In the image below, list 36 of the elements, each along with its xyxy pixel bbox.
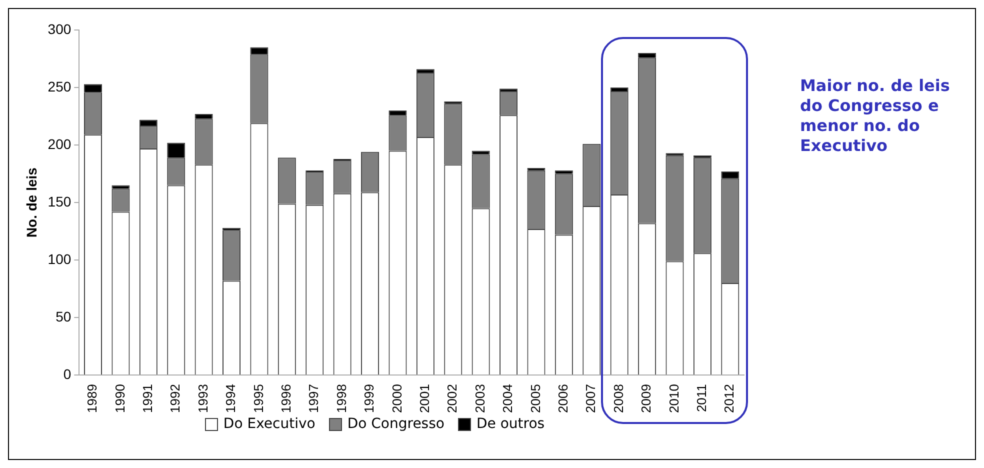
x-tick-label: 2007 xyxy=(583,384,598,413)
y-axis-title: No. de leis xyxy=(23,167,40,238)
x-tick-label: 1996 xyxy=(278,384,294,413)
x-tick-label: 2005 xyxy=(528,384,543,413)
x-tick-label: 1990 xyxy=(112,384,128,413)
x-tick-label: 2001 xyxy=(417,384,432,413)
x-tick-label: 1995 xyxy=(250,384,266,413)
y-tick-label: 300 xyxy=(48,20,72,37)
x-tick-label: 2000 xyxy=(389,384,404,413)
x-tick-label: 2012 xyxy=(722,384,737,413)
y-tick-label: 100 xyxy=(48,250,72,267)
legend-label: Do Congresso xyxy=(347,416,444,432)
x-tick-label: 2008 xyxy=(610,384,626,413)
x-tick-label: 1998 xyxy=(334,384,349,413)
x-tick-label: 1997 xyxy=(306,384,322,413)
x-tick-label: 1993 xyxy=(195,384,210,413)
x-tick-label: 1999 xyxy=(362,384,377,413)
x-tick-label: 2010 xyxy=(666,384,682,413)
x-tick-label: 1992 xyxy=(168,384,183,413)
x-tick-label: 2009 xyxy=(638,384,654,413)
x-tick-label: 2003 xyxy=(472,384,488,413)
x-tick-label: 2011 xyxy=(694,384,710,412)
y-tick-label: 200 xyxy=(48,136,72,152)
legend-label: De outros xyxy=(476,416,545,432)
text: Maior no. de leis do Congresso e menor no. do Executivo xyxy=(800,76,951,156)
y-tick-label: 0 xyxy=(63,366,72,382)
x-tick-label: 1991 xyxy=(140,384,155,413)
x-tick-label: 1989 xyxy=(84,384,100,413)
y-tick-label: 150 xyxy=(48,193,72,210)
text: Do Executivo xyxy=(223,416,316,432)
x-tick-label: 2002 xyxy=(444,384,460,413)
x-tick-label: 1994 xyxy=(223,384,238,413)
x-tick-label: 2004 xyxy=(500,384,516,413)
y-tick-label: 50 xyxy=(56,308,72,324)
y-tick-label: 250 xyxy=(48,78,72,94)
x-tick-label: 2006 xyxy=(556,384,571,413)
